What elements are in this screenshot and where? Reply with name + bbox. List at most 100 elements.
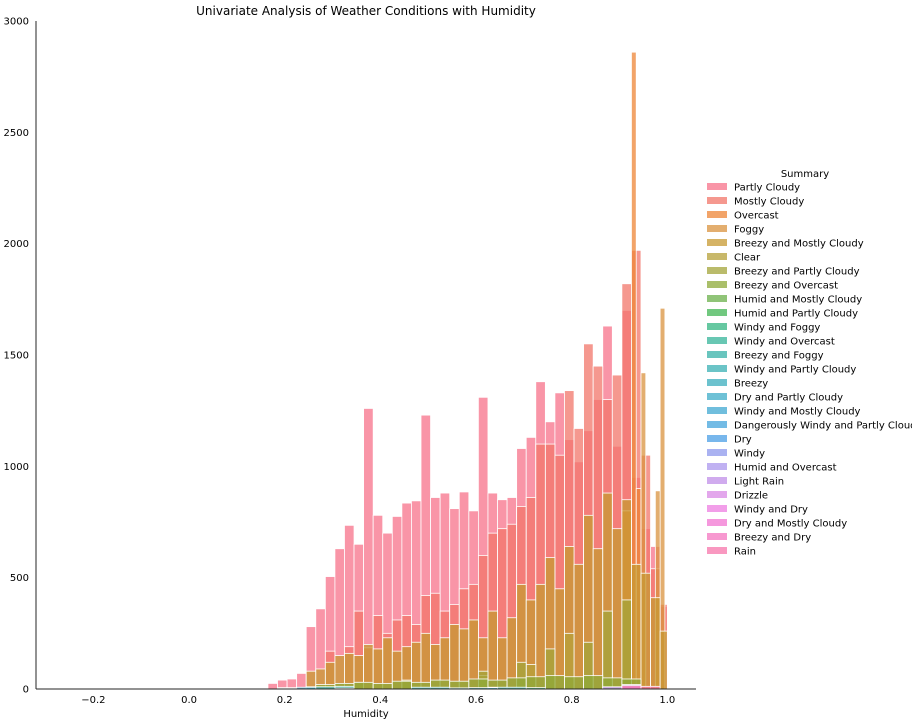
x-tick-label: 1.0 xyxy=(659,695,675,706)
legend-label: Windy and Mostly Cloudy xyxy=(734,407,861,418)
histogram-bar xyxy=(564,676,585,690)
x-tick-label: 0.6 xyxy=(468,695,484,706)
legend-swatch xyxy=(707,435,727,442)
histogram-bar xyxy=(631,563,642,690)
x-tick-label: −0.2 xyxy=(81,695,105,706)
histogram-bar xyxy=(583,675,604,690)
histogram-bar xyxy=(640,572,651,690)
histogram-bar xyxy=(372,683,393,690)
legend-swatch xyxy=(707,393,727,400)
legend-label: Partly Cloudy xyxy=(734,183,800,194)
legend-swatch xyxy=(707,337,727,344)
histogram-bar xyxy=(554,588,565,690)
legend-label: Rain xyxy=(734,547,756,558)
legend-swatch xyxy=(707,225,727,232)
histogram-bar xyxy=(487,610,498,690)
y-tick-label: 2000 xyxy=(4,239,29,250)
legend-label: Foggy xyxy=(734,225,764,236)
legend-label: Dry and Partly Cloudy xyxy=(734,393,843,404)
legend-swatch xyxy=(707,183,727,190)
legend-swatch xyxy=(707,491,727,498)
legend-label: Breezy and Mostly Cloudy xyxy=(734,239,864,250)
x-tick-label: 0.4 xyxy=(372,695,388,706)
legend-label: Windy and Overcast xyxy=(734,337,835,348)
histogram-bar xyxy=(650,597,661,690)
legend-label: Humid and Overcast xyxy=(734,463,837,474)
histogram-bar xyxy=(621,685,642,690)
x-axis-label: Humidity xyxy=(343,709,388,720)
histogram-bar xyxy=(621,599,632,690)
legend-swatch xyxy=(707,197,727,204)
y-tick-label: 0 xyxy=(23,685,29,696)
histogram-bar xyxy=(267,683,278,690)
legend-swatch xyxy=(707,463,727,470)
histogram-bar xyxy=(391,680,412,690)
y-tick-labels: 0 500 1000 1500 2000 2500 3000 xyxy=(4,17,29,696)
legend-label: Dry and Mostly Cloudy xyxy=(734,519,847,530)
y-tick-label: 500 xyxy=(10,573,29,584)
histogram-bar xyxy=(611,528,623,690)
legend-swatch xyxy=(707,547,727,554)
legend-label: Light Rain xyxy=(734,477,784,488)
legend-label: Mostly Cloudy xyxy=(734,197,804,208)
legend-label: Breezy and Dry xyxy=(734,533,811,544)
legend-items: Partly Cloudy Mostly Cloudy Overcast Foggy B… xyxy=(707,183,912,558)
legend-label: Overcast xyxy=(734,211,779,222)
histogram-bar xyxy=(458,628,470,690)
legend-label: Dry xyxy=(734,435,752,446)
legend-swatch xyxy=(707,239,727,246)
legend-label: Windy and Partly Cloudy xyxy=(734,365,856,376)
legend-label: Windy and Dry xyxy=(734,505,808,516)
histogram-bar xyxy=(544,675,565,690)
legend-swatch xyxy=(707,253,727,260)
histogram-bar xyxy=(420,632,431,690)
histogram-bar xyxy=(305,670,317,690)
histogram-bar xyxy=(353,681,374,690)
legend-swatch xyxy=(707,407,727,414)
legend-title: Summary xyxy=(781,169,829,180)
legend-swatch xyxy=(707,379,727,386)
histogram-bar xyxy=(449,624,460,690)
histogram-bar xyxy=(602,610,613,690)
legend-swatch xyxy=(707,519,727,526)
y-tick-label: 3000 xyxy=(4,17,29,28)
legend-swatch xyxy=(707,267,727,274)
legend-label: Windy xyxy=(734,449,765,460)
histogram-bar xyxy=(535,583,546,690)
series-rain xyxy=(621,685,661,690)
legend: Summary Partly Cloudy Mostly Cloudy Overca… xyxy=(707,169,912,558)
legend-swatch xyxy=(707,309,727,316)
legend-label: Breezy xyxy=(734,379,768,390)
legend-swatch xyxy=(707,421,727,428)
y-tick-label: 2500 xyxy=(4,128,29,139)
legend-label: Breezy and Overcast xyxy=(734,281,838,292)
histogram-bar xyxy=(592,548,604,690)
legend-swatch xyxy=(707,211,727,218)
legend-swatch xyxy=(707,533,727,540)
legend-label: Humid and Partly Cloudy xyxy=(734,309,858,320)
bars-layer xyxy=(267,51,668,690)
legend-label: Clear xyxy=(734,253,761,264)
histogram-bar xyxy=(372,648,384,690)
histogram-bar xyxy=(573,563,585,690)
histogram-bar xyxy=(296,673,307,690)
legend-swatch xyxy=(707,505,727,512)
x-tick-labels: −0.2 0.0 0.2 0.4 0.6 0.8 1.0 xyxy=(81,695,675,706)
series-breezy-and-mostly-cloudy xyxy=(305,492,668,690)
histogram-bar xyxy=(525,676,546,690)
x-tick-label: 0.2 xyxy=(277,695,293,706)
y-tick-label: 1500 xyxy=(4,351,29,362)
legend-swatch xyxy=(707,365,727,372)
legend-label: Windy and Foggy xyxy=(734,323,820,334)
x-tick-label: 0.0 xyxy=(181,695,197,706)
y-tick-label: 1000 xyxy=(4,462,29,473)
legend-label: Humid and Mostly Cloudy xyxy=(734,295,862,306)
legend-swatch xyxy=(707,477,727,484)
histogram-bar xyxy=(659,630,668,690)
x-tick-label: 0.8 xyxy=(564,695,580,706)
legend-label: Dangerously Windy and Partly Cloudy xyxy=(734,421,912,432)
legend-swatch xyxy=(707,449,727,456)
legend-label: Breezy and Partly Cloudy xyxy=(734,267,860,278)
legend-swatch xyxy=(707,281,727,288)
